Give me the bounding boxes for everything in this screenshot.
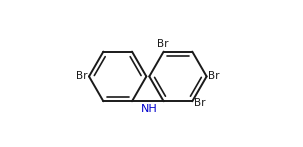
Text: Br: Br: [208, 71, 220, 81]
Text: Br: Br: [194, 98, 205, 108]
Text: Br: Br: [157, 39, 169, 49]
Text: Br: Br: [76, 71, 87, 81]
Text: NH: NH: [141, 104, 158, 114]
